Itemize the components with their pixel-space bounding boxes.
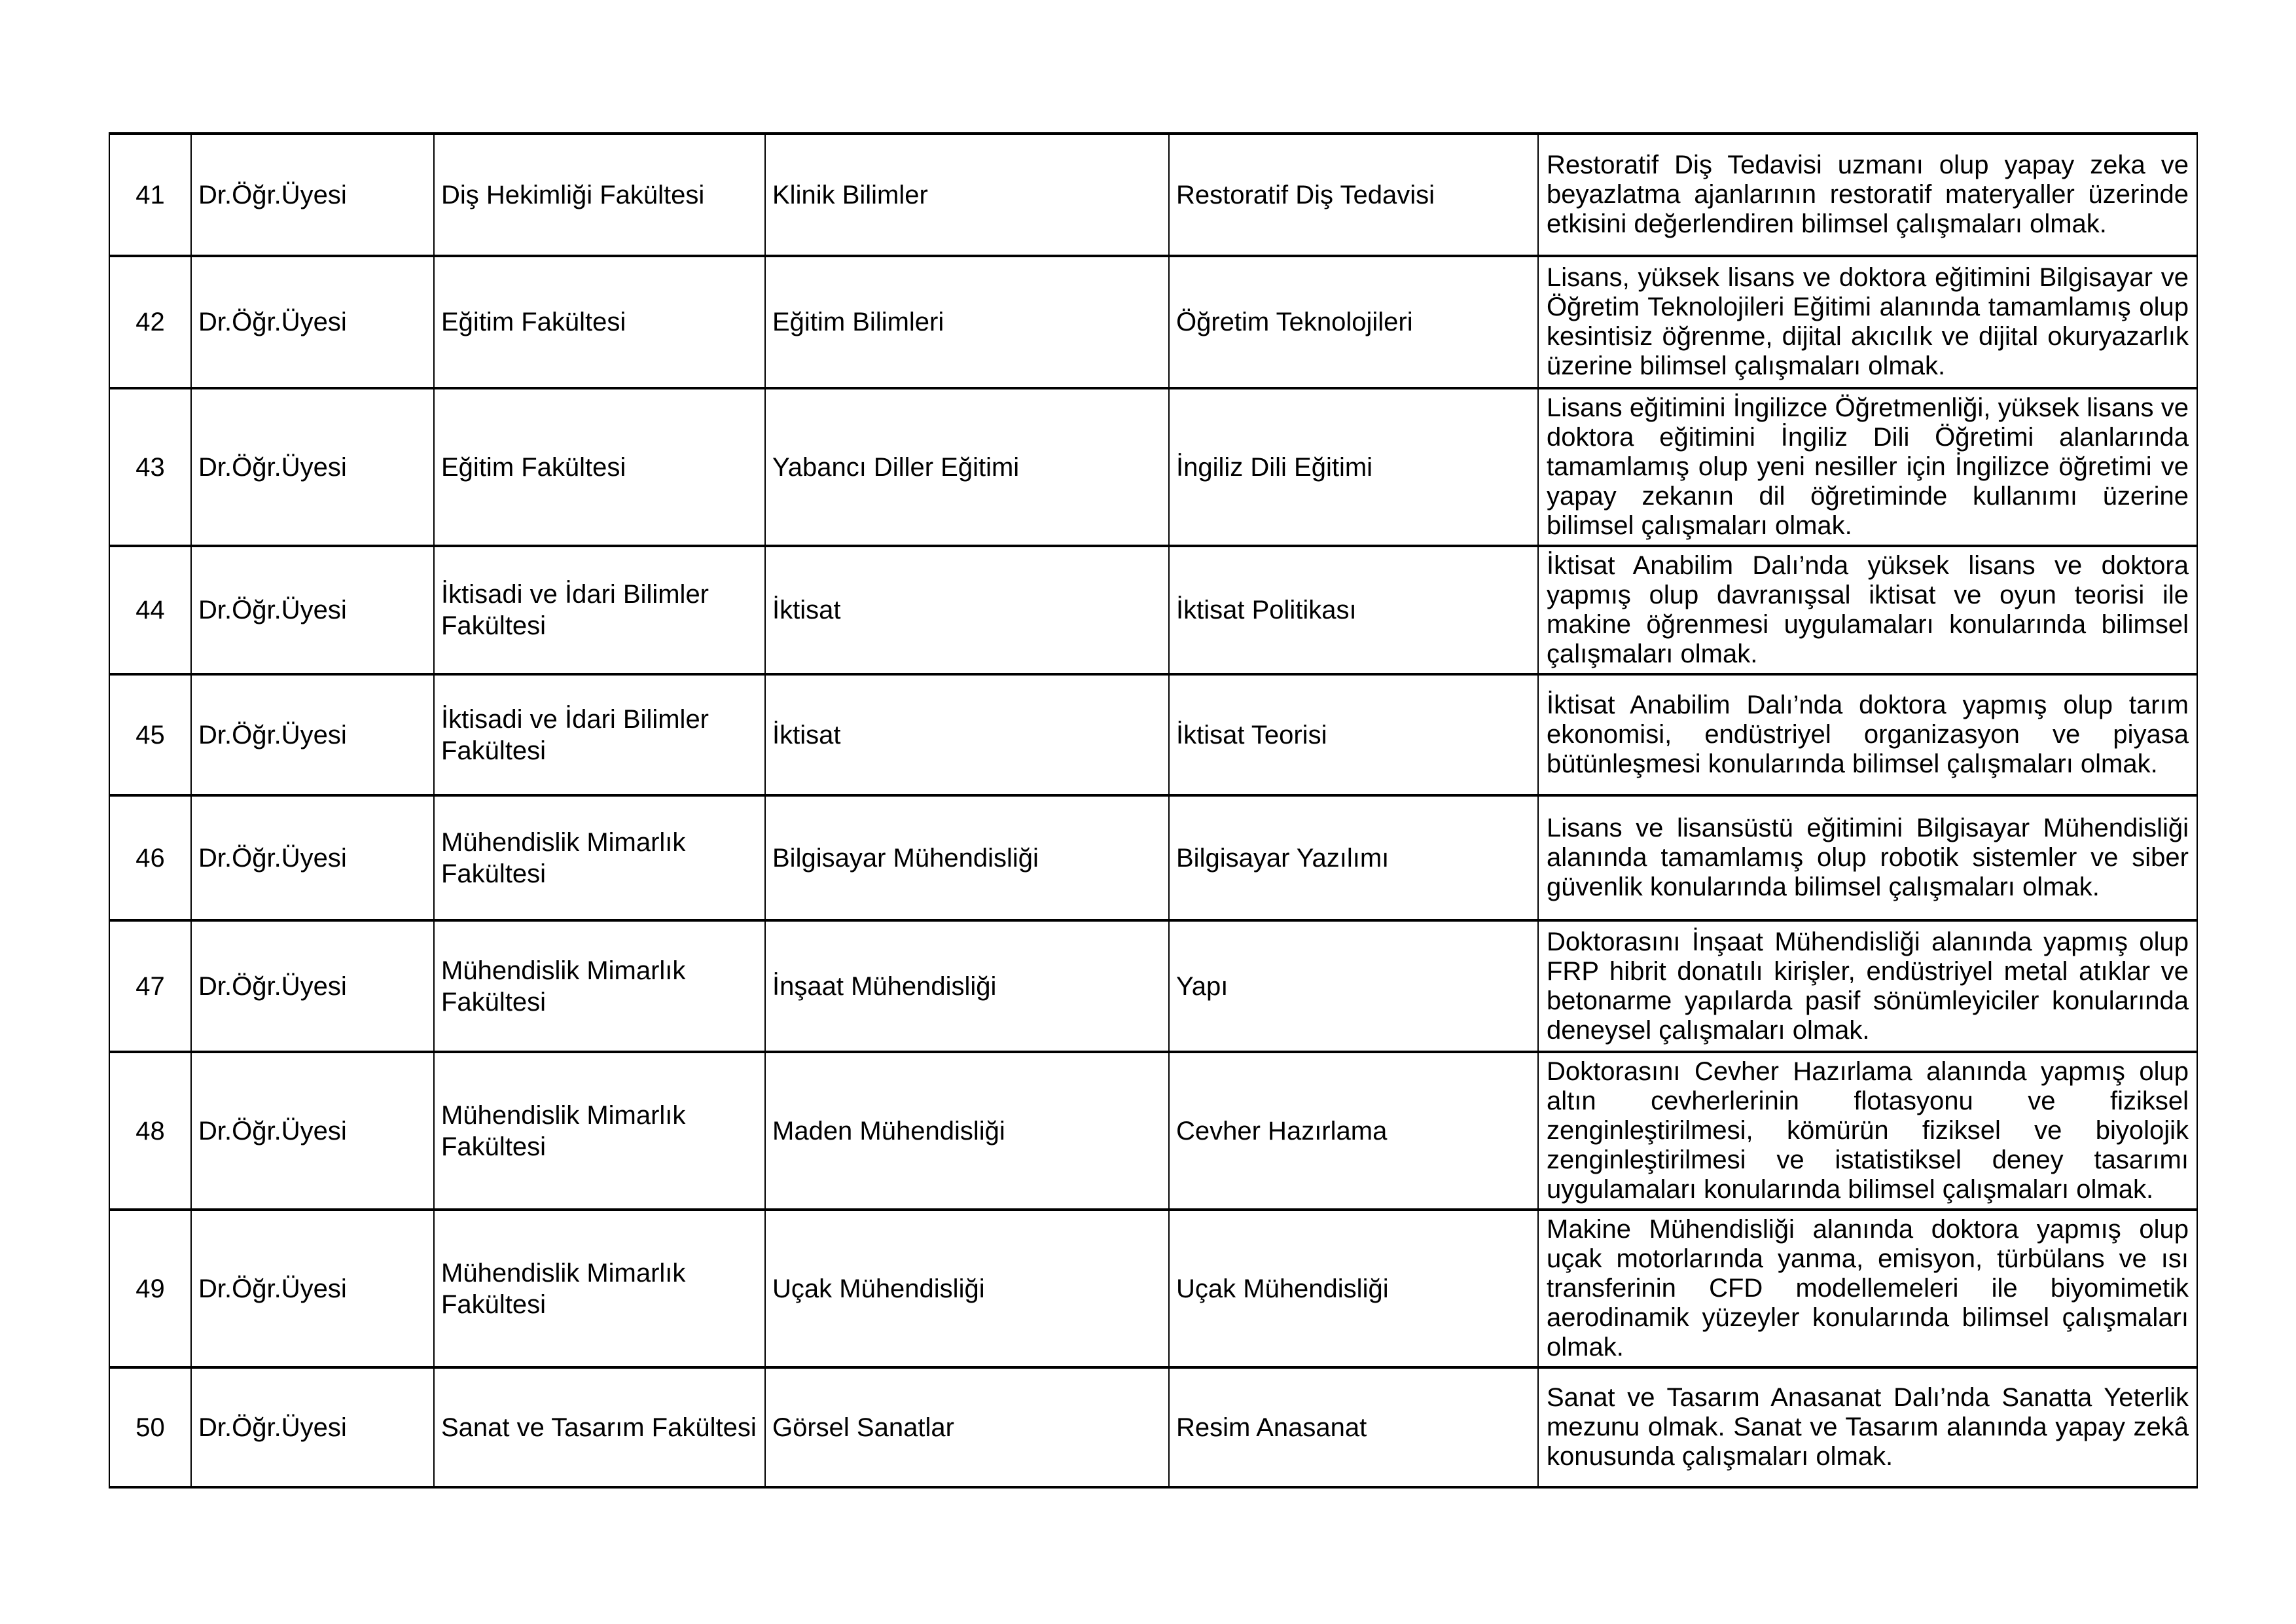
field-cell: Bilgisayar Yazılımı bbox=[1168, 794, 1539, 922]
department-cell: Eğitim Bilimleri bbox=[764, 255, 1170, 389]
faculty-cell: Mühendislik Mimarlık Fakültesi bbox=[433, 1051, 766, 1211]
faculty-cell: İktisadi ve İdari Bilimler Fakültesi bbox=[433, 545, 766, 676]
department-cell: İktisat bbox=[764, 673, 1170, 797]
field-cell: Yapı bbox=[1168, 919, 1539, 1053]
faculty-cell: Eğitim Fakültesi bbox=[433, 255, 766, 389]
department-cell: Maden Mühendisliği bbox=[764, 1051, 1170, 1211]
description-cell: İktisat Anabilim Dalı’nda yüksek lisans … bbox=[1537, 545, 2198, 676]
field-cell: Uçak Mühendisliği bbox=[1168, 1208, 1539, 1369]
row-number-cell: 45 bbox=[109, 673, 192, 797]
description-cell: Sanat ve Tasarım Anasanat Dalı’nda Sanat… bbox=[1537, 1366, 2198, 1489]
row-number-cell: 49 bbox=[109, 1208, 192, 1369]
academic-positions-table: 41 Dr.Öğr.Üyesi Diş Hekimliği Fakültesi Kli… bbox=[109, 132, 2198, 1489]
faculty-cell: İktisadi ve İdari Bilimler Fakültesi bbox=[433, 673, 766, 797]
description-cell: İktisat Anabilim Dalı’nda doktora yapmış… bbox=[1537, 673, 2198, 797]
field-cell: Resim Anasanat bbox=[1168, 1366, 1539, 1489]
title-cell: Dr.Öğr.Üyesi bbox=[190, 919, 435, 1053]
table-row: 41 Dr.Öğr.Üyesi Diş Hekimliği Fakültesi Kli… bbox=[109, 132, 2198, 257]
row-number-cell: 43 bbox=[109, 387, 192, 547]
field-cell: Restoratif Diş Tedavisi bbox=[1168, 132, 1539, 257]
table-row: 46 Dr.Öğr.Üyesi Mühendislik Mimarlık Fakül… bbox=[109, 794, 2198, 922]
department-cell: Uçak Mühendisliği bbox=[764, 1208, 1170, 1369]
row-number-cell: 50 bbox=[109, 1366, 192, 1489]
title-cell: Dr.Öğr.Üyesi bbox=[190, 132, 435, 257]
row-number-cell: 41 bbox=[109, 132, 192, 257]
department-cell: Görsel Sanatlar bbox=[764, 1366, 1170, 1489]
description-cell: Doktorasını İnşaat Mühendisliği alanında… bbox=[1537, 919, 2198, 1053]
faculty-cell: Diş Hekimliği Fakültesi bbox=[433, 132, 766, 257]
table-row: 44 Dr.Öğr.Üyesi İktisadi ve İdari Bilimler… bbox=[109, 545, 2198, 676]
description-cell: Doktorasını Cevher Hazırlama alanında ya… bbox=[1537, 1051, 2198, 1211]
title-cell: Dr.Öğr.Üyesi bbox=[190, 387, 435, 547]
title-cell: Dr.Öğr.Üyesi bbox=[190, 794, 435, 922]
field-cell: İktisat Teorisi bbox=[1168, 673, 1539, 797]
table-row: 43 Dr.Öğr.Üyesi Eğitim Fakültesi Yabancı Di… bbox=[109, 387, 2198, 547]
department-cell: İnşaat Mühendisliği bbox=[764, 919, 1170, 1053]
description-cell: Lisans eğitimini İngilizce Öğretmenliği,… bbox=[1537, 387, 2198, 547]
row-number-cell: 42 bbox=[109, 255, 192, 389]
description-cell: Makine Mühendisliği alanında doktora yap… bbox=[1537, 1208, 2198, 1369]
table-body: 41 Dr.Öğr.Üyesi Diş Hekimliği Fakültesi Kli… bbox=[109, 132, 2198, 1489]
department-cell: Yabancı Diller Eğitimi bbox=[764, 387, 1170, 547]
title-cell: Dr.Öğr.Üyesi bbox=[190, 1208, 435, 1369]
title-cell: Dr.Öğr.Üyesi bbox=[190, 545, 435, 676]
faculty-cell: Mühendislik Mimarlık Fakültesi bbox=[433, 919, 766, 1053]
table-row: 42 Dr.Öğr.Üyesi Eğitim Fakültesi Eğitim Bil… bbox=[109, 255, 2198, 389]
table-row: 48 Dr.Öğr.Üyesi Mühendislik Mimarlık Fakül… bbox=[109, 1051, 2198, 1211]
table-row: 45 Dr.Öğr.Üyesi İktisadi ve İdari Bilimler… bbox=[109, 673, 2198, 797]
table-row: 50 Dr.Öğr.Üyesi Sanat ve Tasarım Fakültesi… bbox=[109, 1366, 2198, 1489]
field-cell: Öğretim Teknolojileri bbox=[1168, 255, 1539, 389]
title-cell: Dr.Öğr.Üyesi bbox=[190, 255, 435, 389]
faculty-cell: Mühendislik Mimarlık Fakültesi bbox=[433, 1208, 766, 1369]
table-row: 49 Dr.Öğr.Üyesi Mühendislik Mimarlık Fakül… bbox=[109, 1208, 2198, 1369]
faculty-cell: Mühendislik Mimarlık Fakültesi bbox=[433, 794, 766, 922]
description-cell: Lisans ve lisansüstü eğitimini Bilgisaya… bbox=[1537, 794, 2198, 922]
description-cell: Lisans, yüksek lisans ve doktora eğitimi… bbox=[1537, 255, 2198, 389]
field-cell: Cevher Hazırlama bbox=[1168, 1051, 1539, 1211]
faculty-cell: Eğitim Fakültesi bbox=[433, 387, 766, 547]
title-cell: Dr.Öğr.Üyesi bbox=[190, 1051, 435, 1211]
department-cell: Klinik Bilimler bbox=[764, 132, 1170, 257]
row-number-cell: 44 bbox=[109, 545, 192, 676]
row-number-cell: 46 bbox=[109, 794, 192, 922]
faculty-cell: Sanat ve Tasarım Fakültesi bbox=[433, 1366, 766, 1489]
description-cell: Restoratif Diş Tedavisi uzmanı olup yapa… bbox=[1537, 132, 2198, 257]
row-number-cell: 48 bbox=[109, 1051, 192, 1211]
department-cell: İktisat bbox=[764, 545, 1170, 676]
field-cell: İktisat Politikası bbox=[1168, 545, 1539, 676]
table-row: 47 Dr.Öğr.Üyesi Mühendislik Mimarlık Fakül… bbox=[109, 919, 2198, 1053]
department-cell: Bilgisayar Mühendisliği bbox=[764, 794, 1170, 922]
title-cell: Dr.Öğr.Üyesi bbox=[190, 673, 435, 797]
title-cell: Dr.Öğr.Üyesi bbox=[190, 1366, 435, 1489]
field-cell: İngiliz Dili Eğitimi bbox=[1168, 387, 1539, 547]
row-number-cell: 47 bbox=[109, 919, 192, 1053]
